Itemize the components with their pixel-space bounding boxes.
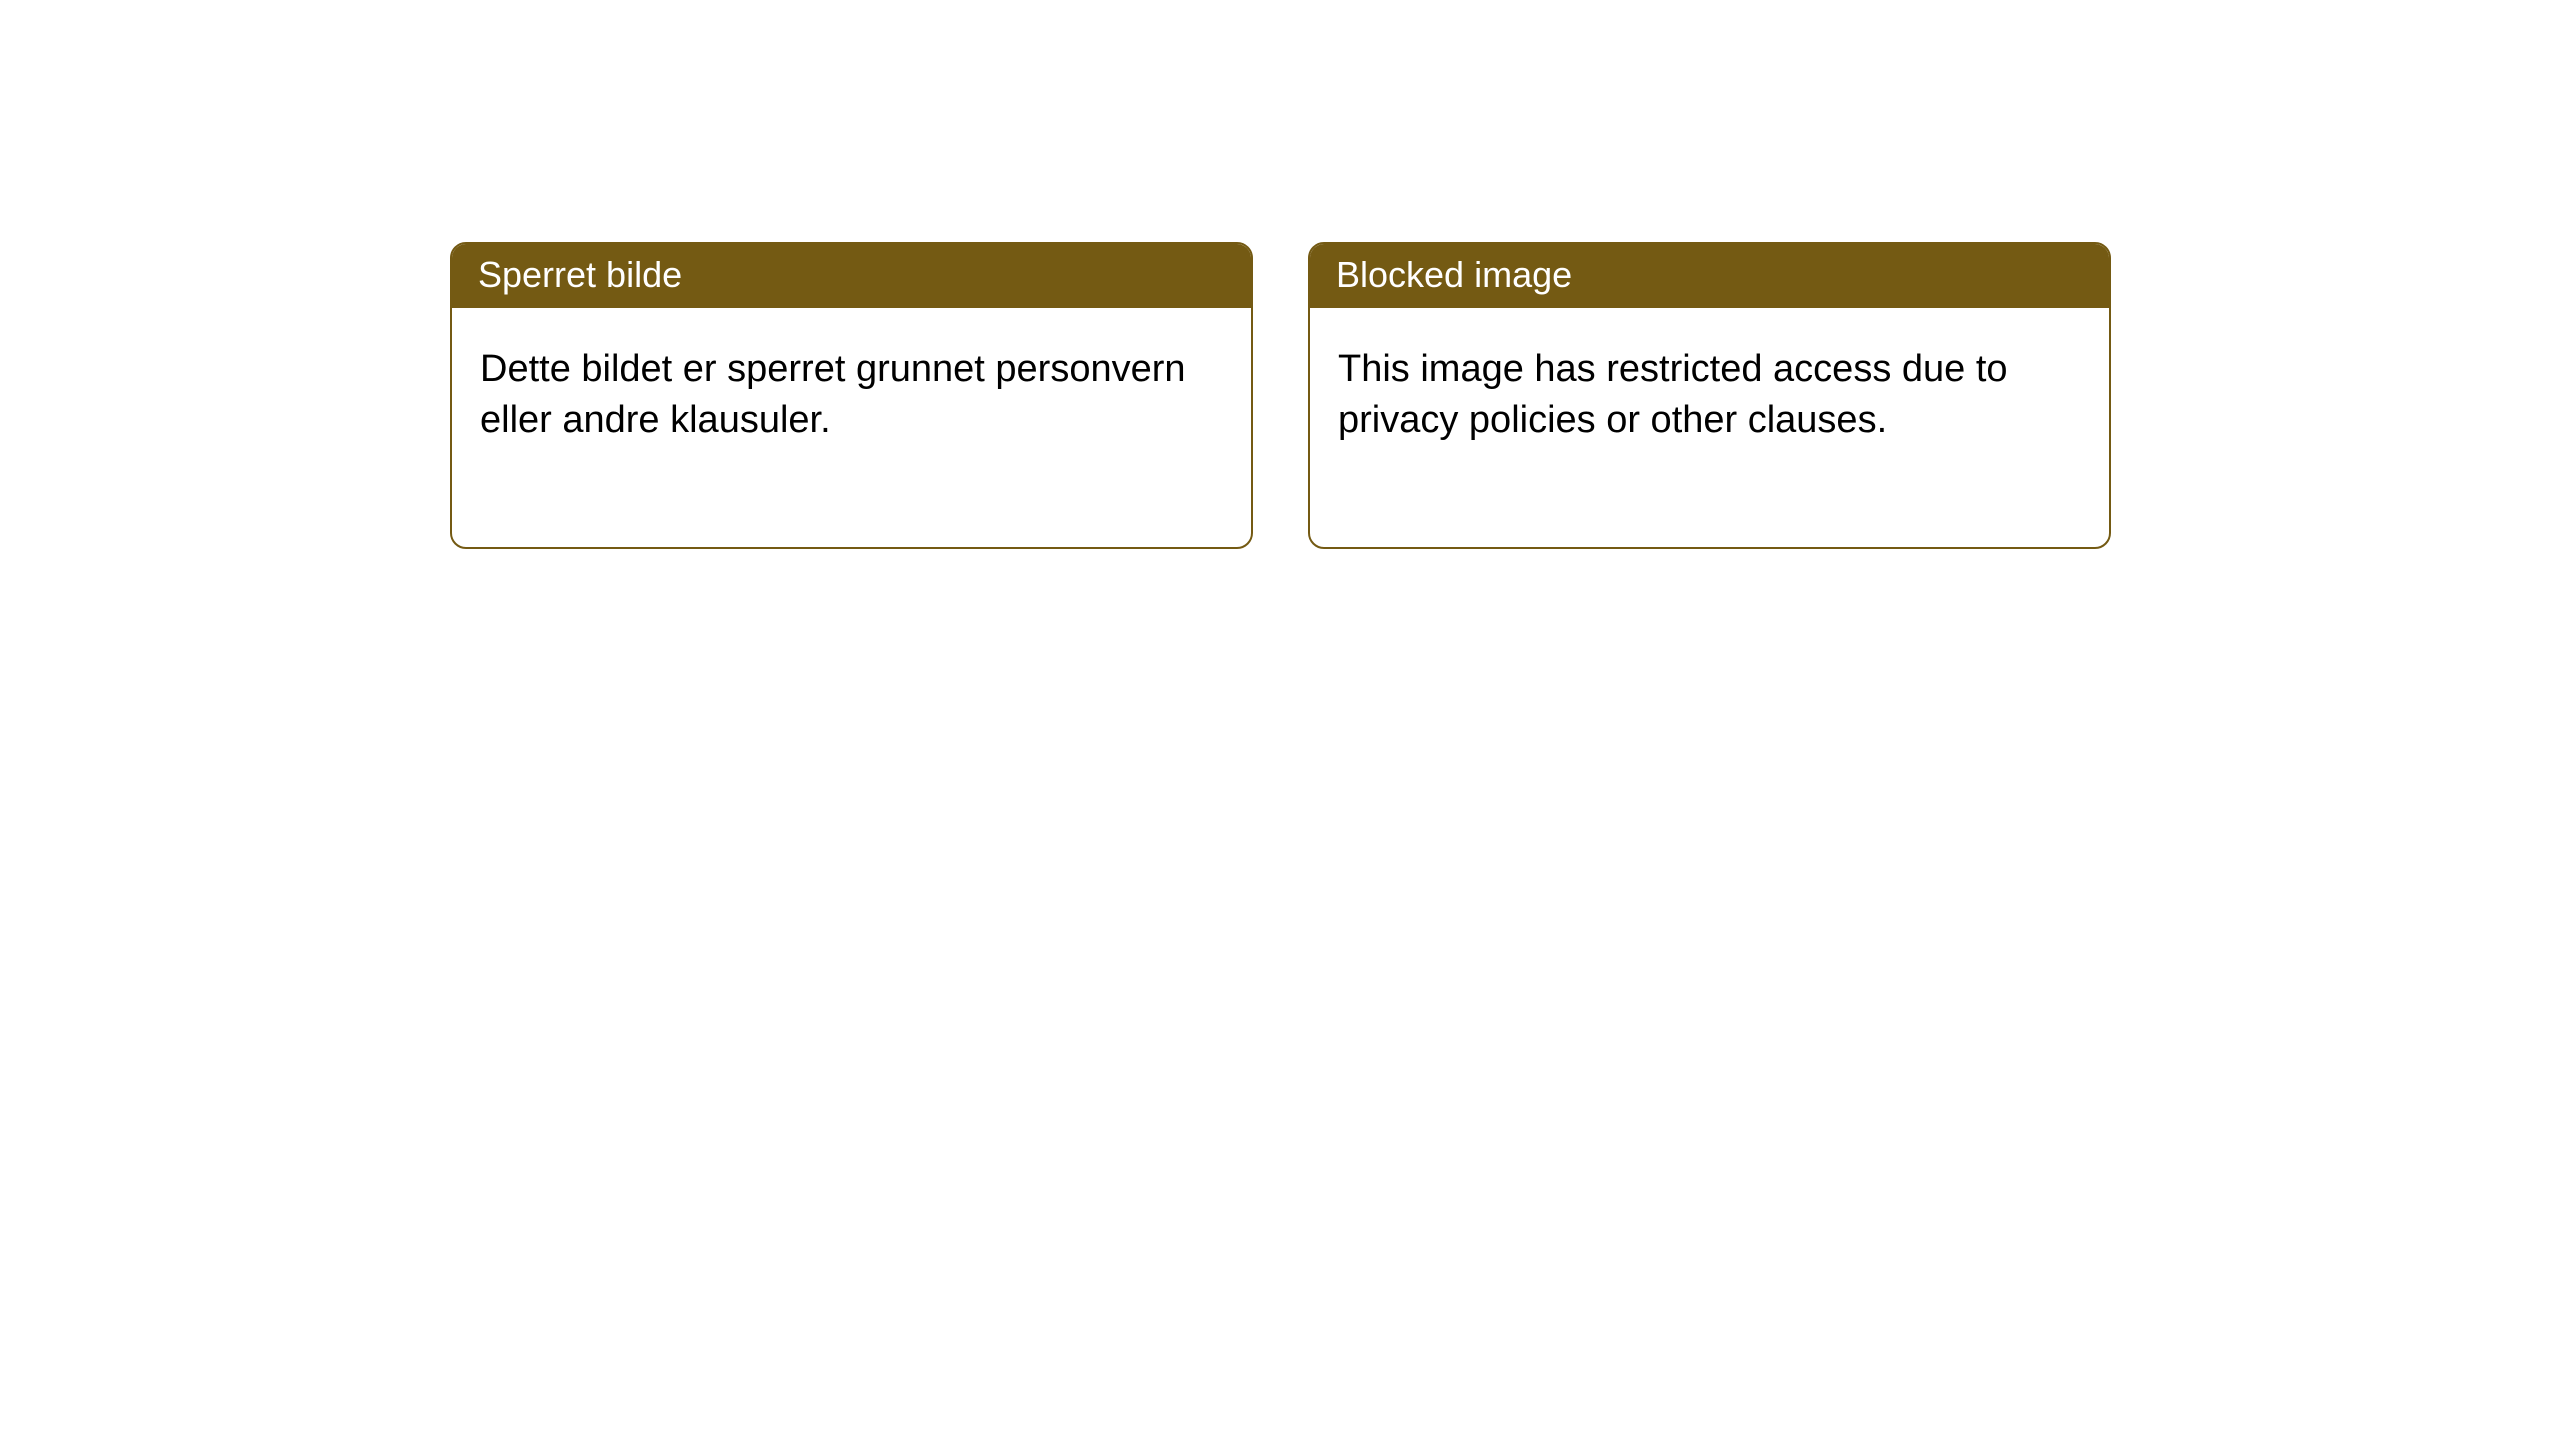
- notice-body: This image has restricted access due to …: [1310, 308, 2109, 547]
- notice-container: Sperret bilde Dette bildet er sperret gr…: [0, 0, 2560, 549]
- notice-body: Dette bildet er sperret grunnet personve…: [452, 308, 1251, 547]
- notice-card-english: Blocked image This image has restricted …: [1308, 242, 2111, 549]
- notice-header: Sperret bilde: [452, 244, 1251, 308]
- notice-header: Blocked image: [1310, 244, 2109, 308]
- notice-card-norwegian: Sperret bilde Dette bildet er sperret gr…: [450, 242, 1253, 549]
